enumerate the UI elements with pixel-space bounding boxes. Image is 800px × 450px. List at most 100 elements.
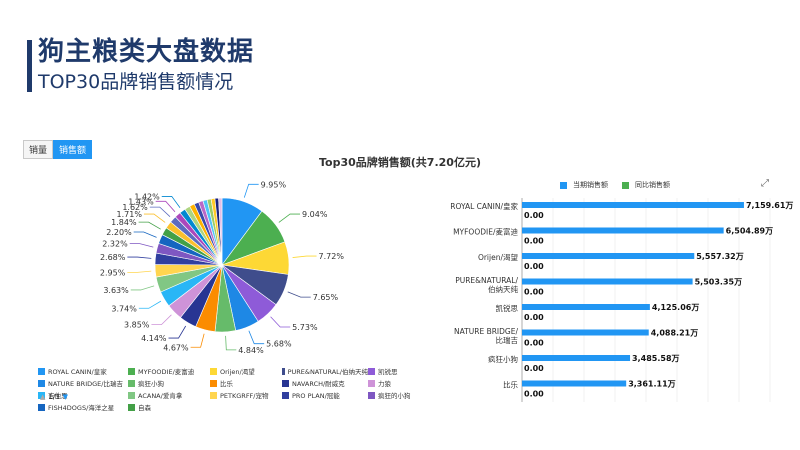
pie-leader-line: [138, 300, 162, 309]
triangle-down-icon[interactable]: ▼: [62, 393, 69, 401]
bar-yoy-label: 0.00: [524, 262, 544, 271]
pie-legend-label: NATURE BRIDGE/比瑞吉: [48, 380, 123, 388]
title-accent-bar: [27, 40, 32, 92]
bar-current[interactable]: [522, 355, 631, 361]
pie-leader-line: [225, 335, 237, 351]
pie-percent-label: 1.42%: [134, 192, 160, 201]
pie-legend-label: Orijen/渴望: [220, 368, 255, 376]
pie-legend-item[interactable]: PETKGRFF/宠物: [210, 390, 282, 400]
bar-yoy-label: 0.00: [524, 390, 544, 399]
legend-swatch: [38, 403, 45, 411]
pie-leader-line: [270, 316, 291, 328]
bar-legend-item-yoy[interactable]: 同比销售额: [622, 180, 670, 190]
pie-legend-item[interactable]: MYFOODIE/麦富迪: [128, 366, 210, 376]
bar-current[interactable]: [522, 304, 650, 310]
pie-legend-label: PRO PLAN/冠能: [292, 392, 340, 400]
pie-legend-item[interactable]: NATURE BRIDGE/比瑞吉: [38, 378, 128, 388]
pie-legend-item[interactable]: PURE&NATURAL/伯纳天纯: [282, 366, 368, 376]
legend-pager: ▲ 1/3 ▼: [40, 393, 68, 401]
bar-legend-item-current[interactable]: 当期销售额: [560, 180, 608, 190]
pie-legend-label: PURE&NATURAL/伯纳天纯: [287, 368, 368, 376]
pie-percent-label: 3.63%: [103, 286, 129, 295]
legend-swatch: [368, 379, 375, 387]
pie-legend-item[interactable]: NAVARCH/耐威克: [282, 378, 368, 388]
pie-legend-item[interactable]: 吉他思: [38, 390, 128, 400]
bar-yoy-label: 0.00: [524, 364, 544, 373]
pie-percent-label: 9.95%: [261, 180, 287, 189]
pie-leader-line: [130, 285, 155, 291]
pie-legend-item[interactable]: ACANA/爱肯拿: [128, 390, 210, 400]
bar-yoy-label: 0.00: [524, 313, 544, 322]
pie-percent-label: 4.14%: [141, 334, 167, 343]
page-title: 狗主粮类大盘数据: [38, 37, 255, 67]
bar-current[interactable]: [522, 202, 744, 208]
pie-legend-item[interactable]: 疯狂的小狗: [368, 390, 438, 400]
legend-swatch: [622, 181, 629, 189]
pie-legend-item[interactable]: PRO PLAN/冠能: [282, 390, 368, 400]
pie-legend-item[interactable]: Orijen/渴望: [210, 366, 282, 376]
expand-icon[interactable]: ⤢: [761, 178, 769, 189]
pie-slice[interactable]: [218, 197, 223, 266]
pie-percent-label: 1.62%: [122, 203, 148, 212]
pie-legend-label: 比乐: [220, 380, 233, 388]
pie-percent-label: 2.68%: [100, 253, 126, 262]
pie-leader-line: [143, 213, 166, 223]
pager-text: 1/3: [48, 393, 60, 401]
bar-value-label: 4,088.21万: [651, 329, 698, 338]
triangle-up-icon[interactable]: ▲: [40, 393, 46, 401]
bar-category-label: MYFOODIE/麦富迪: [453, 227, 518, 237]
tab-sales-amount[interactable]: 销售额: [53, 140, 93, 159]
bar-current[interactable]: [522, 227, 724, 234]
pie-legend-label: 疯狂的小狗: [378, 392, 411, 400]
bar-value-label: 6,504.89万: [726, 227, 773, 236]
pie-legend-label: 凯锐思: [378, 368, 398, 376]
bar-current[interactable]: [522, 278, 693, 285]
pie-leader-line: [127, 270, 152, 273]
pie-legend-item[interactable]: 自森: [128, 402, 210, 412]
pie-percent-label: 2.20%: [106, 228, 132, 237]
pie-leader-line: [287, 291, 311, 298]
bar-current[interactable]: [522, 380, 627, 387]
legend-swatch: [282, 379, 289, 387]
bar-legend-label: 当期销售额: [573, 181, 608, 189]
pie-leader-line: [292, 255, 317, 258]
pie-legend-item[interactable]: 疯狂小狗: [128, 378, 210, 388]
pie-leader-line: [243, 183, 259, 198]
legend-swatch: [368, 367, 375, 375]
pie-percent-label: 1.71%: [117, 210, 143, 219]
pie-leader-line: [138, 221, 161, 230]
bar-category-label: ROYAL CANIN/皇家: [450, 201, 518, 211]
chart-panel: [20, 136, 780, 416]
pie-leader-line: [161, 196, 181, 208]
pie-percent-label: 4.67%: [163, 343, 189, 352]
page-subtitle: TOP30品牌销售额情况: [38, 71, 234, 93]
tab-sales-volume[interactable]: 销量: [23, 140, 54, 159]
pie-legend-label: 力狼: [378, 380, 391, 388]
legend-swatch: [282, 391, 289, 399]
pie-legend-item[interactable]: 力狼: [368, 378, 438, 388]
bar-yoy-label: 0.00: [524, 339, 544, 348]
bar-value-label: 7,159.61万: [746, 201, 793, 210]
pie-legend: ROYAL CANIN/皇家 MYFOODIE/麦富迪 Orijen/渴望 PURE&…: [38, 366, 411, 412]
pie-legend-item[interactable]: ROYAL CANIN/皇家: [38, 366, 128, 376]
bar-current[interactable]: [522, 329, 649, 336]
bar-current[interactable]: [522, 253, 695, 259]
bar-category-label: 凯锐思: [496, 303, 519, 313]
legend-swatch: [128, 391, 135, 399]
bar-category-label: NATURE BRIDGE/: [454, 327, 518, 336]
bar-category-label: 比瑞吉: [496, 335, 519, 345]
pie-legend-label: ACANA/爱肯拿: [138, 392, 183, 400]
pie-legend-item[interactable]: FISH4DOGS/海洋之星: [38, 402, 128, 412]
pie-legend-item[interactable]: 凯锐思: [368, 366, 438, 376]
pie-legend-item[interactable]: 比乐: [210, 378, 282, 388]
pie-percent-label: 5.68%: [266, 340, 292, 349]
bar-value-label: 3,361.11万: [628, 380, 675, 389]
bar-value-label: 4,125.06万: [652, 303, 699, 312]
legend-swatch: [210, 367, 217, 375]
bar-category-label: 疯狂小狗: [488, 354, 518, 364]
pie-leader-line: [168, 325, 187, 339]
bar-value-label: 5,557.32万: [696, 252, 743, 261]
pie-percent-label: 7.65%: [313, 293, 339, 302]
